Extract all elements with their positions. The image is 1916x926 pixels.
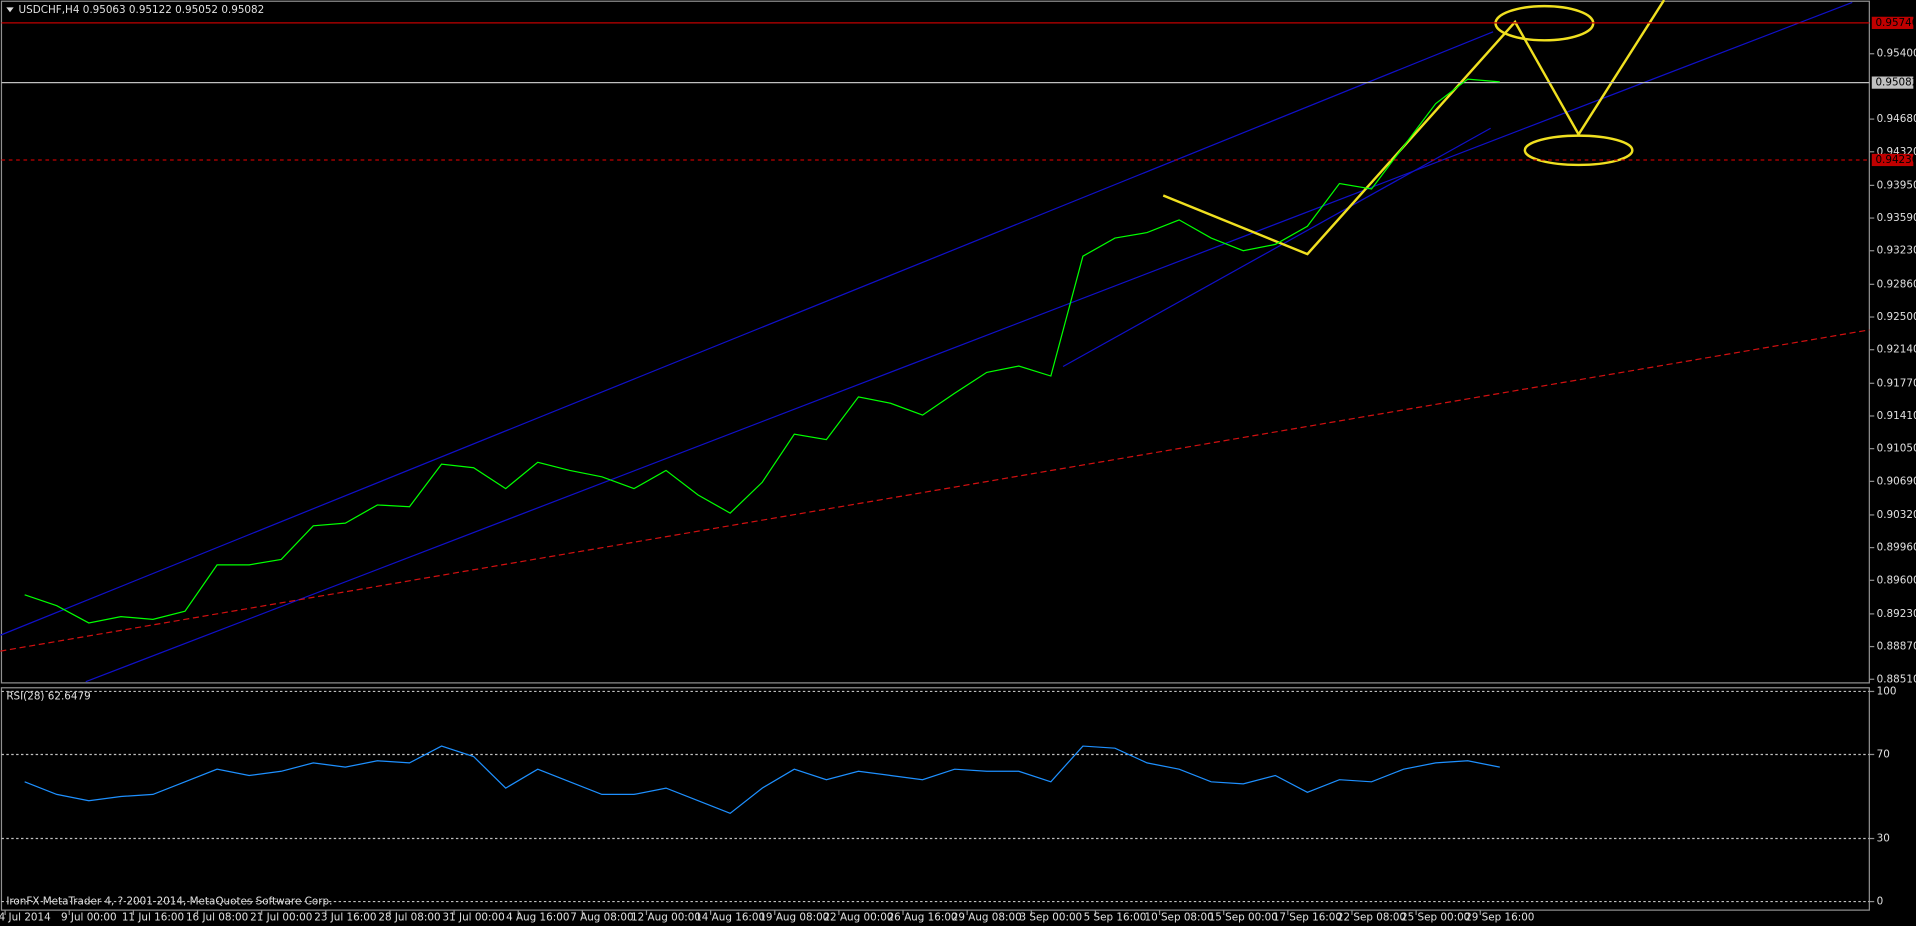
y-tick-label: 0.92860 bbox=[1877, 278, 1916, 290]
projection-path bbox=[1162, 0, 1666, 256]
price-level-label: 0.94230 bbox=[1875, 154, 1916, 166]
x-tick-label: 14 Aug 16:00 bbox=[695, 911, 765, 923]
y-tick-label: 30 bbox=[1877, 833, 1890, 845]
y-tick-label: 70 bbox=[1877, 748, 1890, 760]
price-level-label: 0.95082 bbox=[1875, 77, 1916, 89]
x-tick-label: 4 Aug 16:00 bbox=[506, 911, 569, 923]
x-tick-label: 21 Jul 00:00 bbox=[250, 911, 312, 923]
series-line bbox=[24, 78, 1500, 624]
y-tick-label: 0.93590 bbox=[1877, 212, 1916, 224]
y-tick-label: 0.91770 bbox=[1877, 377, 1916, 389]
trend-line bbox=[0, 329, 1870, 652]
x-tick-label: 16 Jul 08:00 bbox=[186, 911, 248, 923]
x-tick-label: 15 Sep 00:00 bbox=[1209, 911, 1278, 923]
x-tick-label: 22 Aug 00:00 bbox=[823, 911, 893, 923]
x-tick-label: 25 Sep 00:00 bbox=[1401, 911, 1470, 923]
x-tick-label: 5 Sep 16:00 bbox=[1084, 911, 1147, 923]
x-tick-label: 29 Sep 16:00 bbox=[1465, 911, 1534, 923]
x-tick-label: 4 Jul 2014 bbox=[0, 911, 51, 923]
y-tick-label: 0.91050 bbox=[1877, 443, 1916, 455]
y-tick-label: 0.89960 bbox=[1877, 542, 1916, 554]
y-tick-label: 0.90690 bbox=[1877, 475, 1916, 487]
price-level-box bbox=[1871, 153, 1914, 167]
x-tick-label: 31 Jul 00:00 bbox=[443, 911, 505, 923]
y-tick-label: 0 bbox=[1877, 896, 1884, 908]
x-tick-label: 19 Aug 08:00 bbox=[759, 911, 829, 923]
x-tick-label: 11 Jul 16:00 bbox=[122, 911, 184, 923]
y-tick-label: 100 bbox=[1877, 685, 1897, 697]
y-tick-label: 0.95400 bbox=[1877, 48, 1916, 60]
y-tick-label: 0.93230 bbox=[1877, 245, 1916, 257]
x-tick-label: 28 Jul 08:00 bbox=[378, 911, 440, 923]
symbol-header: USDCHF,H4 0.95063 0.95122 0.95052 0.9508… bbox=[19, 4, 265, 16]
x-tick-label: 12 Aug 00:00 bbox=[631, 911, 701, 923]
x-tick-label: 10 Sep 08:00 bbox=[1144, 911, 1213, 923]
trend-line bbox=[85, 1, 1853, 683]
trend-line bbox=[1062, 127, 1491, 368]
y-tick-label: 0.88870 bbox=[1877, 641, 1916, 653]
x-tick-label: 26 Aug 16:00 bbox=[888, 911, 958, 923]
x-tick-label: 7 Aug 08:00 bbox=[570, 911, 633, 923]
y-tick-label: 0.91410 bbox=[1877, 410, 1916, 422]
x-tick-label: 3 Sep 00:00 bbox=[1020, 911, 1083, 923]
price-level-label: 0.95740 bbox=[1875, 17, 1916, 29]
y-tick-label: 0.93950 bbox=[1877, 179, 1916, 191]
x-tick-label: 17 Sep 16:00 bbox=[1273, 911, 1342, 923]
y-tick-label: 0.89230 bbox=[1877, 608, 1916, 620]
price-frame bbox=[0, 0, 1870, 684]
y-tick-label: 0.92500 bbox=[1877, 311, 1916, 323]
trend-line bbox=[0, 31, 1494, 636]
y-tick-label: 0.88510 bbox=[1877, 673, 1916, 685]
y-tick-label: 0.89600 bbox=[1877, 574, 1916, 586]
price-level-box bbox=[1871, 16, 1914, 29]
series-line bbox=[24, 745, 1500, 815]
y-tick-label: 0.92140 bbox=[1877, 344, 1916, 356]
rsi-label: RSI(28) 62.6479 bbox=[6, 690, 90, 702]
x-tick-label: 29 Aug 08:00 bbox=[952, 911, 1022, 923]
y-tick-label: 0.94680 bbox=[1877, 113, 1916, 125]
y-tick-label: 0.90320 bbox=[1877, 509, 1916, 521]
x-tick-label: 23 Jul 16:00 bbox=[314, 911, 376, 923]
menu-arrow[interactable] bbox=[6, 7, 14, 13]
price-level-box bbox=[1871, 76, 1914, 89]
x-tick-label: 9 Jul 00:00 bbox=[61, 911, 117, 923]
x-tick-label: 22 Sep 08:00 bbox=[1337, 911, 1406, 923]
rsi-frame bbox=[0, 687, 1870, 911]
target-ellipse bbox=[1523, 134, 1634, 167]
